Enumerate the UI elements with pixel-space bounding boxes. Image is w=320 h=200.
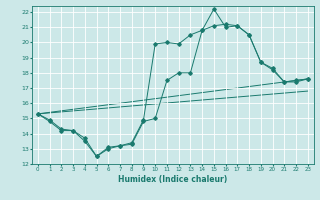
X-axis label: Humidex (Indice chaleur): Humidex (Indice chaleur) <box>118 175 228 184</box>
